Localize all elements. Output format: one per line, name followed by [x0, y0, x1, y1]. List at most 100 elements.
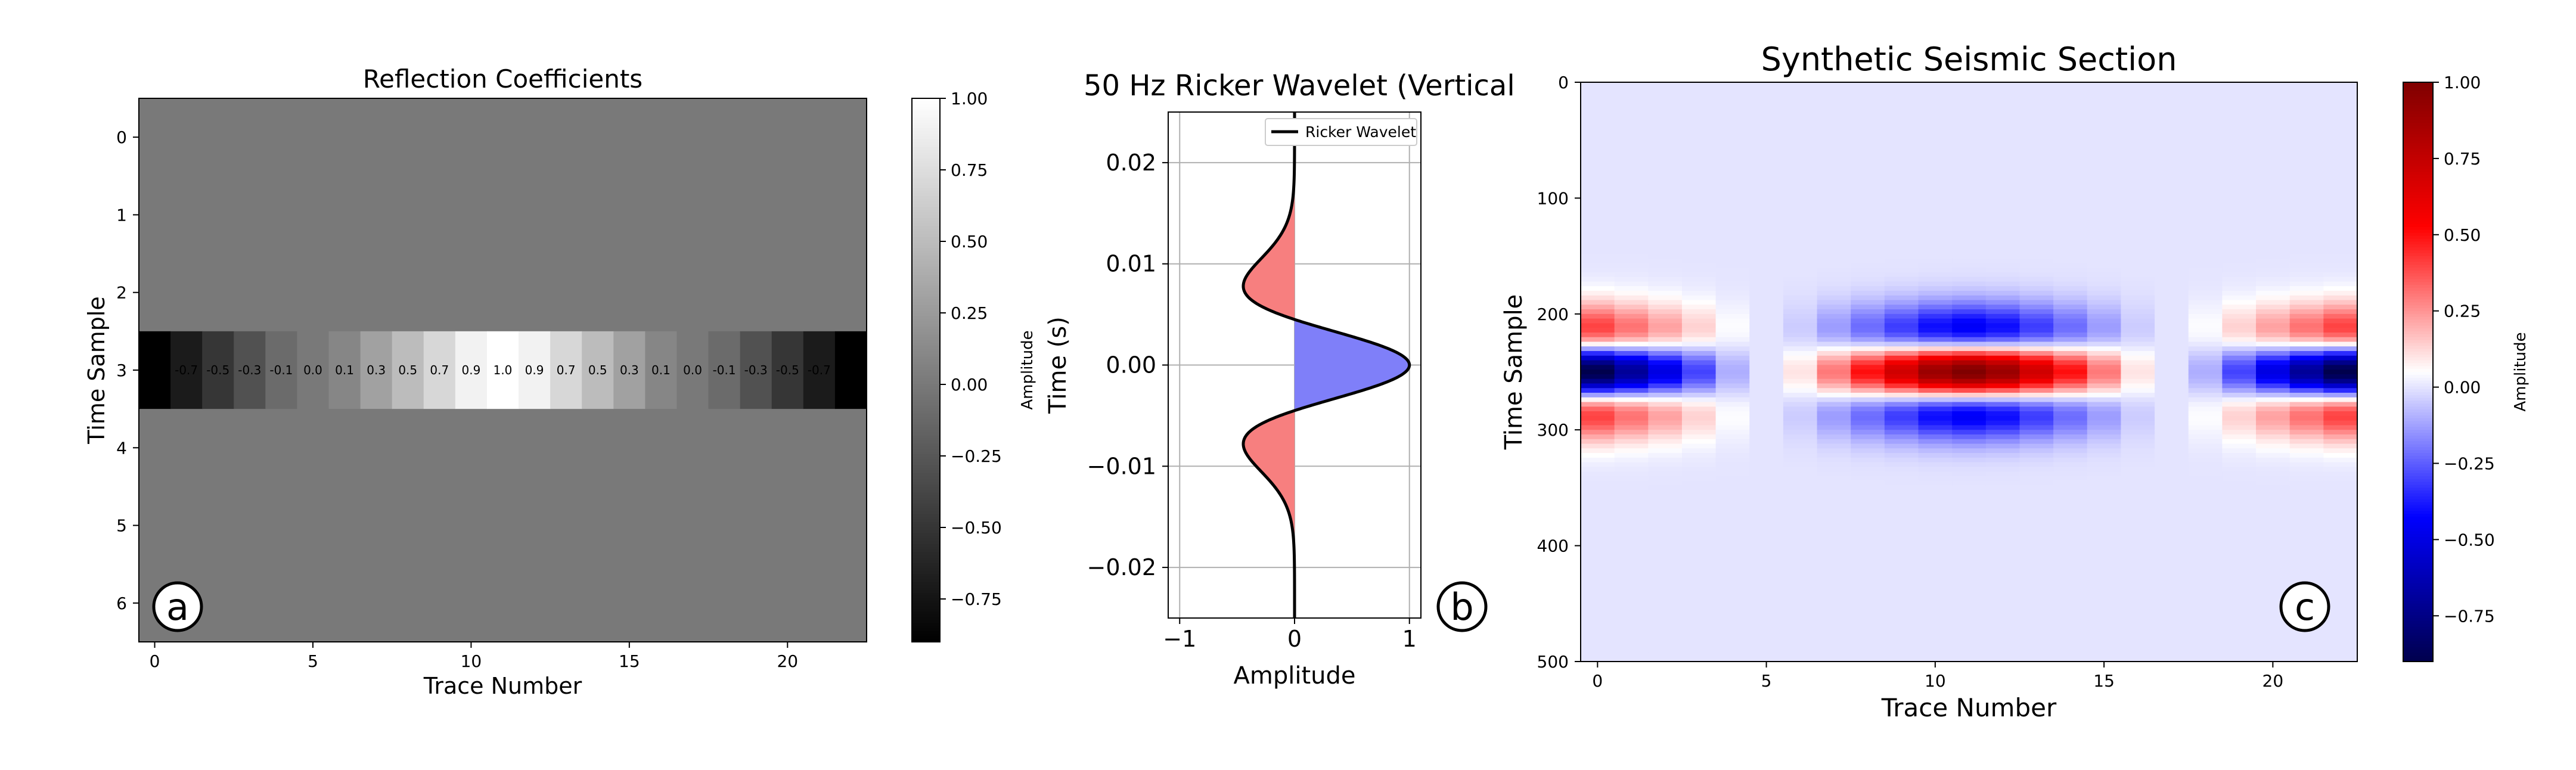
seismic-cell	[2019, 221, 2054, 226]
seismic-cell	[1581, 258, 1615, 264]
seismic-cell	[1749, 165, 1784, 171]
colorbar-segment	[2403, 181, 2433, 185]
colorbar-segment	[912, 153, 940, 156]
seismic-cell	[1715, 406, 1751, 412]
seismic-cell	[1952, 96, 1987, 101]
seismic-cell	[1581, 175, 1615, 181]
seismic-cell	[1614, 587, 1649, 593]
seismic-cell	[1715, 351, 1751, 356]
seismic-cell	[1817, 485, 1852, 491]
seismic-cell	[1918, 332, 1953, 338]
seismic-cell	[1581, 305, 1615, 310]
seismic-cell	[1681, 388, 1717, 393]
seismic-cell	[2323, 374, 2358, 380]
seismic-cell	[2121, 309, 2155, 315]
seismic-cell	[2019, 151, 2054, 157]
seismic-cell	[2188, 290, 2223, 296]
seismic-cell	[2188, 383, 2223, 389]
seismic-cell	[1715, 328, 1751, 333]
seismic-cell	[2222, 559, 2257, 565]
seismic-cell	[1851, 337, 1885, 343]
seismic-cell	[1851, 147, 1885, 153]
seismic-cell	[1614, 374, 1649, 380]
seismic-cell	[2155, 430, 2189, 435]
seismic-cell	[1749, 634, 1784, 639]
x-tick-label: 5	[1761, 671, 1772, 691]
seismic-cell	[1884, 634, 1919, 639]
seismic-cell	[2121, 105, 2155, 111]
seismic-cell	[1783, 161, 1818, 166]
seismic-cell	[1817, 133, 1852, 139]
colorbar-segment	[912, 631, 940, 635]
seismic-cell	[2188, 573, 2223, 579]
seismic-cell	[1749, 337, 1784, 343]
seismic-cell	[1681, 179, 1717, 185]
seismic-cell	[2053, 203, 2088, 208]
seismic-cell	[2188, 318, 2223, 324]
seismic-cell	[2188, 638, 2223, 644]
seismic-cell	[1749, 203, 1784, 208]
seismic-cell	[1581, 411, 1615, 417]
colorbar-segment	[2403, 470, 2433, 474]
seismic-cell	[2155, 365, 2189, 370]
seismic-cell	[2087, 175, 2122, 181]
colorbar-segment	[2403, 120, 2433, 124]
seismic-cell	[1851, 513, 1885, 518]
seismic-cell	[1783, 142, 1818, 148]
seismic-cell	[2222, 388, 2257, 393]
colorbar-segment	[2403, 380, 2433, 384]
seismic-cell	[1749, 300, 1784, 306]
seismic-cell	[1715, 123, 1751, 129]
seismic-cell	[1985, 221, 2021, 226]
seismic-cell	[1614, 559, 1649, 565]
seismic-cell	[2087, 179, 2122, 185]
seismic-cell	[2087, 258, 2122, 264]
seismic-cell	[2222, 642, 2257, 648]
seismic-cell	[2019, 305, 2054, 310]
seismic-cell	[1884, 101, 1919, 106]
seismic-cell	[1581, 550, 1615, 555]
seismic-cell	[2289, 485, 2324, 491]
seismic-cell	[1918, 165, 1953, 171]
seismic-cell	[1851, 101, 1885, 106]
seismic-cell	[1952, 138, 1987, 143]
colorbar-segment	[912, 495, 940, 499]
colorbar-segment	[912, 283, 940, 287]
seismic-cell	[2121, 133, 2155, 139]
seismic-cell	[2323, 323, 2358, 328]
seismic-cell	[1985, 467, 2021, 472]
seismic-cell	[1817, 536, 1852, 542]
seismic-cell	[1581, 263, 1615, 268]
seismic-cell	[1918, 402, 1953, 408]
colorbar-segment	[2403, 105, 2433, 109]
seismic-cell	[2019, 370, 2054, 375]
seismic-cell	[1918, 532, 1953, 537]
seismic-cell	[1681, 606, 1717, 611]
seismic-cell	[2053, 355, 2088, 361]
seismic-cell	[1952, 564, 1987, 570]
seismic-cell	[1952, 462, 1987, 468]
seismic-cell	[2155, 128, 2189, 134]
seismic-cell	[1851, 402, 1885, 408]
seismic-cell	[2222, 351, 2257, 356]
seismic-cell	[2087, 203, 2122, 208]
seismic-cell	[1614, 198, 1649, 203]
seismic-cell	[2019, 508, 2054, 514]
seismic-cell	[2289, 434, 2324, 440]
seismic-cell	[1817, 582, 1852, 588]
seismic-cell	[1817, 652, 1852, 658]
seismic-cell	[1918, 318, 1953, 324]
seismic-cell	[2289, 355, 2324, 361]
seismic-cell	[1715, 300, 1751, 306]
seismic-cell	[2188, 249, 2223, 254]
colorbar-segment	[912, 201, 940, 205]
colorbar-segment	[912, 590, 940, 594]
seismic-cell	[1783, 439, 1818, 445]
seismic-cell	[1715, 370, 1751, 375]
seismic-cell	[2019, 193, 2054, 199]
seismic-cell	[2222, 578, 2257, 583]
seismic-cell	[1648, 657, 1683, 662]
seismic-cell	[1614, 86, 1649, 92]
colorbar-segment	[2403, 160, 2433, 164]
seismic-cell	[1884, 532, 1919, 537]
